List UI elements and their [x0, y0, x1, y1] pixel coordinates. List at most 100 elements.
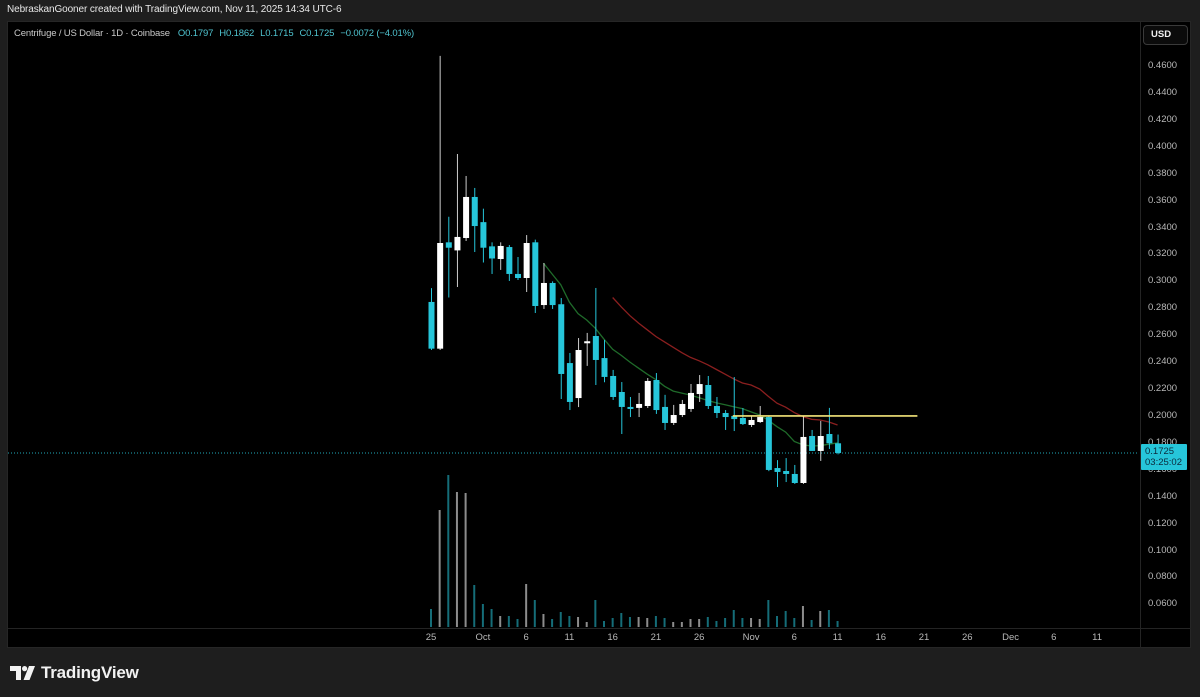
candle-body	[636, 403, 643, 408]
time-axis-label: 21	[650, 632, 662, 643]
volume-bar	[689, 619, 692, 627]
time-axis-label: 26	[962, 632, 973, 643]
candle-body	[480, 222, 487, 248]
bar-countdown: 03:25:02	[1145, 457, 1182, 468]
candle	[670, 404, 677, 425]
candle	[610, 369, 617, 400]
volume-bar	[447, 475, 450, 627]
price-axis-label: 0.4200	[1148, 113, 1178, 125]
time-axis-label: 25	[425, 632, 437, 643]
candle-body	[566, 363, 573, 402]
volume-bar	[706, 617, 709, 627]
price-axis-label: 0.3800	[1148, 167, 1178, 179]
candle	[584, 332, 591, 366]
legend-close: C0.1725	[299, 28, 335, 39]
candle-body	[558, 304, 565, 374]
candle-body	[489, 246, 496, 259]
candle-body	[765, 417, 772, 470]
time-axis-label: 6	[523, 632, 529, 643]
tradingview-brand[interactable]: TradingView	[10, 664, 139, 682]
price-axis-label: 0.4400	[1148, 86, 1178, 98]
time-axis-label: Nov	[742, 632, 760, 643]
candle	[774, 460, 781, 488]
volume-bar	[810, 620, 813, 627]
candle	[506, 245, 513, 281]
candle-body	[532, 242, 539, 306]
time-axis-label: 16	[607, 632, 618, 643]
candle	[688, 384, 694, 412]
price-axis-label: 0.2600	[1148, 329, 1178, 341]
candle	[515, 256, 521, 281]
candle-body	[713, 405, 720, 413]
candle	[489, 242, 496, 274]
candle	[558, 298, 565, 400]
candle-body	[826, 433, 833, 444]
footer	[0, 648, 1200, 697]
candle-body	[696, 384, 703, 395]
volume-bar	[620, 613, 623, 627]
candle-body	[584, 341, 591, 344]
volume-bar	[698, 619, 701, 627]
volume-bar	[680, 622, 683, 627]
time-axis-label: 21	[918, 632, 930, 643]
candle	[523, 235, 530, 292]
volume-bar	[784, 611, 787, 627]
time-axis-label: 11	[564, 632, 575, 643]
volume-bar	[499, 616, 502, 627]
volume-bar	[585, 622, 588, 627]
candle	[575, 338, 582, 408]
volume-bar	[525, 584, 528, 627]
candle-body	[791, 473, 798, 483]
price-axis-label: 0.1000	[1148, 544, 1178, 556]
candle	[601, 339, 608, 383]
candle-body	[739, 417, 746, 425]
candle-body	[618, 392, 625, 407]
candle-body	[575, 350, 582, 399]
price-axis-label: 0.0600	[1148, 598, 1178, 610]
candle	[679, 399, 686, 418]
volume-bar	[663, 618, 666, 627]
volume-bar	[758, 619, 761, 627]
candle-body	[592, 336, 599, 360]
candle-body	[670, 415, 677, 423]
volume-bar	[490, 609, 493, 627]
candle	[532, 239, 539, 313]
volume-bar	[464, 493, 467, 627]
currency-button[interactable]: USD	[1143, 25, 1188, 45]
time-axis-label: 6	[791, 632, 797, 643]
candle	[722, 410, 729, 430]
volume-bar	[654, 616, 657, 627]
price-axis[interactable]	[1140, 22, 1191, 628]
price-axis-label: 0.4000	[1148, 140, 1178, 152]
candle	[800, 415, 807, 484]
candle	[765, 415, 772, 472]
candle	[757, 405, 764, 423]
volume-bar	[715, 621, 718, 627]
author-caption: NebraskanGooner created with TradingView…	[7, 4, 342, 15]
brand-name: TradingView	[41, 663, 139, 682]
candle-body	[800, 436, 807, 483]
time-axis-label: Oct	[475, 632, 491, 643]
volume-bar	[637, 617, 640, 627]
price-axis-label: 0.3400	[1148, 221, 1178, 233]
last-price-value: 0.1725	[1145, 446, 1175, 457]
price-axis-label: 0.2400	[1148, 356, 1178, 368]
volume-bar	[507, 616, 510, 627]
volume-bar	[577, 617, 580, 627]
candle-body	[506, 247, 513, 274]
time-axis[interactable]	[8, 628, 1140, 648]
candle	[817, 420, 824, 461]
candle	[445, 216, 452, 298]
tradingview-logo-icon	[10, 666, 35, 680]
symbol-title[interactable]: Centrifuge / US Dollar · 1D · Coinbase	[14, 28, 170, 39]
volume-bar	[542, 614, 545, 627]
volume-bar	[741, 618, 744, 627]
volume-bar	[594, 600, 597, 627]
symbol-legend: Centrifuge / US Dollar · 1D · Coinbase O…	[14, 28, 414, 39]
time-axis-label: 16	[875, 632, 887, 643]
price-axis-label: 0.3200	[1148, 248, 1178, 260]
price-axis-label: 0.0800	[1148, 571, 1178, 583]
time-axis-label: 11	[832, 632, 843, 643]
candle-body	[454, 236, 461, 251]
candle-body	[817, 436, 824, 451]
